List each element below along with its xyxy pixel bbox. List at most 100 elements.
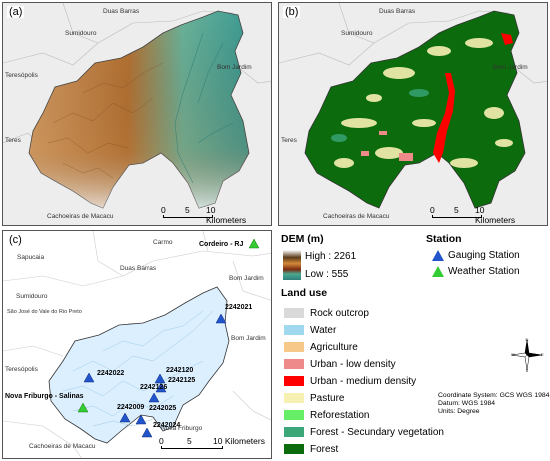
scale-tick-label: 10 Kilometers [475, 205, 516, 225]
scale-bar: 0 5 10 Kilometers [159, 436, 271, 449]
weather-station-legend-label: Weather Station [448, 266, 520, 277]
gauging-station-marker[interactable] [148, 392, 160, 403]
panel-b-label: (b) [283, 6, 301, 18]
panel-b-landuse-map: (b) Duas Barras Sumidouro Bom Jardim Ter… [278, 2, 548, 226]
gauging-station-marker[interactable] [154, 373, 166, 384]
landuse-label: Pasture [310, 392, 345, 404]
place-label: Carmo [153, 239, 173, 246]
urban-corridor [433, 73, 455, 163]
scale-tick-label: 0 [430, 205, 435, 215]
place-label: Bom Jardim [231, 335, 266, 342]
landuse-legend-title: Land use [281, 287, 328, 299]
scale-bar: 0 5 10 Kilometers [161, 205, 246, 225]
dem-map-graphic [3, 3, 271, 225]
landuse-label: Forest - Secundary vegetation [310, 426, 444, 438]
landuse-swatch [284, 308, 304, 318]
gauging-station-marker[interactable] [155, 382, 167, 393]
landuse-swatch [284, 325, 304, 335]
landuse-label: Agriculture [310, 341, 358, 353]
gauging-station-label: 2242125 [168, 377, 196, 384]
place-label: Bom Jardim [229, 275, 264, 282]
gauging-station-label: 2242021 [225, 304, 253, 311]
landuse-label: Reforestation [310, 409, 370, 421]
place-label: Duas Barras [379, 8, 416, 15]
weather-station-label: Nova Friburgo - Salinas [5, 393, 84, 400]
landuse-swatch [284, 444, 304, 454]
place-label: Cachoeiras de Macacu [47, 213, 114, 220]
landuse-swatch [284, 359, 304, 369]
landuse-legend-item: Forest [284, 442, 338, 456]
landuse-legend-item: Rock outcrop [284, 306, 369, 320]
panel-a-dem-map: (a) Duas Barras Sumidouro Bom Jardim Ter… [2, 2, 272, 226]
place-label: Teresópolis [5, 366, 38, 373]
gauging-station-marker[interactable] [135, 414, 147, 425]
compass-s: S [526, 368, 529, 372]
compass-w: W [511, 352, 515, 357]
landuse-label: Water [310, 324, 337, 336]
place-label: Cachoeiras de Macacu [29, 443, 96, 450]
stations-map-graphic [3, 231, 271, 458]
landuse-swatch [284, 410, 304, 420]
place-label: Duas Barras [120, 265, 157, 272]
compass-e: E [541, 352, 544, 357]
scale-tick-label: 0 [161, 205, 166, 215]
gauging-station-legend-item: Gauging Station [432, 250, 520, 261]
scale-bar-line [432, 215, 482, 218]
place-label: Sumidouro [341, 30, 373, 37]
panel-c-stations-map: (c) Sapucaia Carmo Duas Barras Sumidouro… [2, 230, 272, 459]
gauging-station-label: 2242022 [97, 370, 125, 377]
landuse-legend-item: Urban - medium density [284, 374, 416, 388]
place-label: Bom Jardim [217, 64, 252, 71]
weather-station-marker[interactable] [77, 402, 89, 413]
scale-bar-line [161, 446, 223, 449]
place-label: Sumidouro [16, 293, 48, 300]
panel-c-label: (c) [7, 234, 24, 246]
landuse-label: Urban - medium density [310, 375, 417, 387]
landuse-label: Urban - low density [310, 358, 396, 370]
gauging-station-label: 2242025 [149, 405, 177, 412]
place-label: Nova Friburgo [161, 425, 203, 432]
scale-tick-label: 10 Kilometers [206, 205, 247, 225]
coordinate-system-line: Coordinate System: GCS WGS 1984 [438, 392, 550, 399]
gauging-station-icon [432, 250, 444, 261]
place-label: Teresópolis [5, 72, 38, 79]
gauging-station-marker[interactable] [83, 372, 95, 383]
gauging-station-marker[interactable] [215, 313, 227, 324]
place-label: Bom Jardim [493, 64, 528, 71]
landuse-label: Forest [310, 443, 339, 455]
scale-bar-line [163, 215, 213, 218]
place-label: Sumidouro [65, 30, 97, 37]
gauging-station-legend-label: Gauging Station [448, 250, 520, 261]
place-label: São José do Vale do Rio Preto [7, 309, 82, 315]
scale-tick-label: 0 [159, 436, 164, 446]
scale-tick-label: 5 [454, 205, 459, 215]
place-label: Sapucaia [17, 254, 45, 261]
weather-station-legend-item: Weather Station [432, 266, 520, 277]
weather-station-marker[interactable] [248, 238, 260, 249]
place-label: Teres [281, 137, 297, 144]
scale-bar: 0 5 10 Kilometers [430, 205, 517, 225]
landuse-legend-item: Agriculture [284, 340, 358, 354]
panel-a-label: (a) [7, 6, 25, 18]
scale-tick-label: 10 Kilometers [213, 436, 265, 446]
dem-color-ramp [283, 250, 301, 280]
gauging-station-marker[interactable] [119, 412, 131, 423]
landuse-swatch [284, 376, 304, 386]
landuse-legend-item: Pasture [284, 391, 344, 405]
dem-legend-title: DEM (m) [281, 233, 324, 245]
station-legend-title: Station [426, 233, 462, 245]
dem-high-label: High : 2261 [305, 251, 357, 262]
units-line: Units: Degree [438, 408, 480, 415]
place-label: Cachoeiras de Macacu [323, 213, 390, 220]
landuse-legend-item: Reforestation [284, 408, 369, 422]
scale-tick-label: 5 [187, 436, 192, 446]
dem-low-label: Low : 555 [305, 269, 349, 280]
gauging-station-label: 2242024 [153, 422, 181, 429]
place-label: Duas Barras [103, 8, 140, 15]
gauging-station-label: 2242120 [166, 367, 194, 374]
gauging-station-marker[interactable] [141, 427, 153, 438]
landuse-label: Rock outcrop [310, 307, 369, 319]
landuse-swatch [284, 427, 304, 437]
gauging-station-label: 2242009 [117, 404, 145, 411]
weather-station-icon [432, 266, 444, 277]
